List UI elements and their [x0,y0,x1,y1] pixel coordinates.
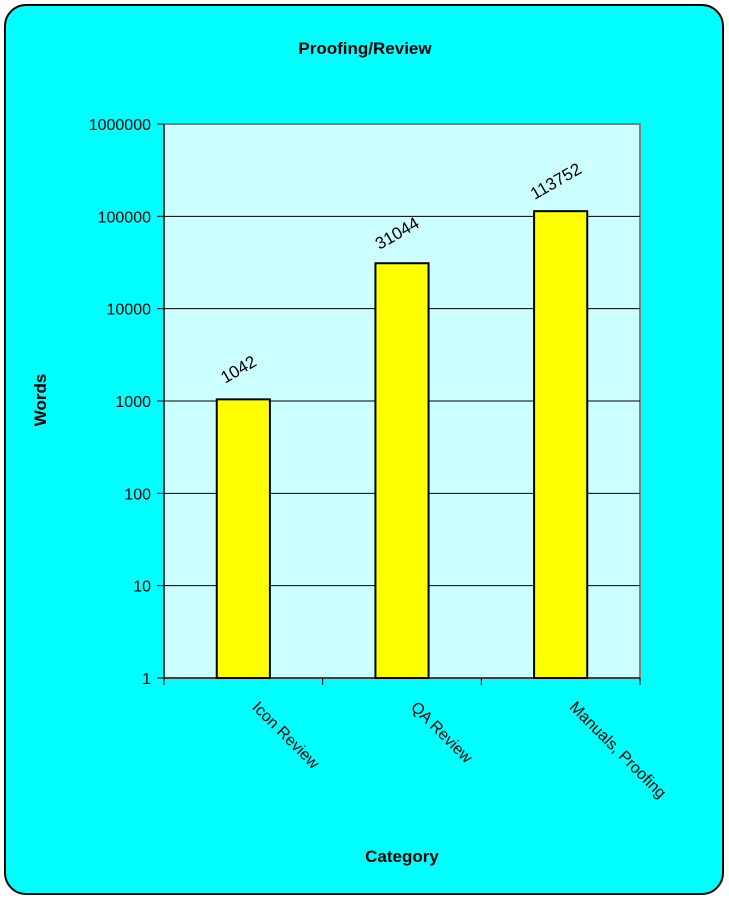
x-tick-label: Manuals, Proofing [566,699,669,802]
y-axis-title: Words [31,374,50,427]
bars [215,210,589,679]
y-tick-label: 100 [124,486,151,503]
bar [215,398,271,679]
y-tick-label: 1 [142,671,151,688]
x-axis-title: Category [365,847,439,866]
chart-title: Proofing/Review [298,39,432,58]
axes: 1 10 100 1000 10000 100000 1000000 [89,117,641,688]
y-tick-label: 10 [133,579,151,596]
y-tick-label: 1000 [115,394,151,411]
bar [374,262,430,679]
bar [533,210,589,679]
y-tick-label: 10000 [107,302,152,319]
y-tick-label: 100000 [98,209,151,226]
x-tick-label: QA Review [407,699,475,767]
y-tick-label: 1000000 [89,117,151,134]
x-tick-label: Icon Review [249,699,323,773]
